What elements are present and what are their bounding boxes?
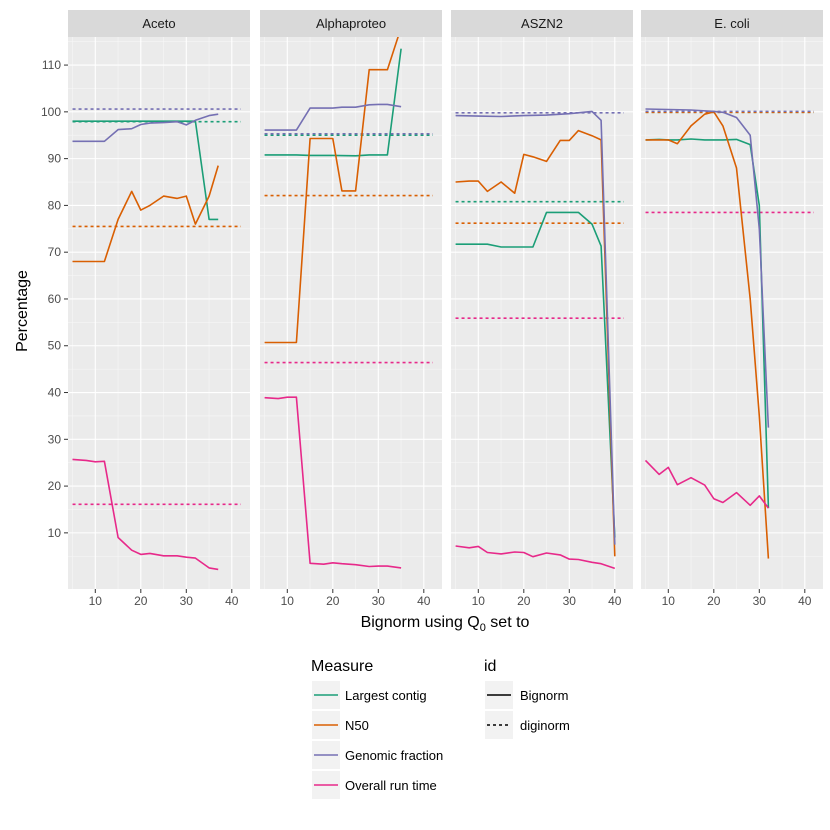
x-tick-label: 30 (753, 594, 767, 608)
facet-strip-label: ASZN2 (521, 16, 563, 31)
bignorm-line (455, 211, 616, 538)
x-tick-label: 20 (134, 594, 148, 608)
x-tick-label: 40 (225, 594, 239, 608)
panel-background (641, 37, 823, 589)
x-tick-label: 20 (517, 594, 531, 608)
y-tick-label: 20 (48, 479, 62, 493)
series-group (72, 108, 241, 571)
panel-background (68, 37, 250, 589)
bignorm-line (645, 108, 770, 428)
y-tick-label: 50 (48, 339, 62, 353)
bignorm-line (72, 113, 219, 143)
bignorm-line (455, 129, 616, 557)
panel-background (451, 37, 633, 589)
legend-id-label: Bignorm (520, 688, 568, 703)
y-tick-label: 80 (48, 198, 62, 212)
facet-strip (641, 10, 823, 37)
x-axis-title-subscript: 0 (480, 622, 486, 634)
y-axis: 10 20 30 40 50 60 70 80 90 100 110 (41, 58, 68, 540)
x-tick-label: 40 (608, 594, 622, 608)
facet-panel: Aceto 10 20 30 40 (68, 10, 250, 608)
facet-panels: Aceto 10 20 30 40 Alphaproteo 10 20 30 40 ASZN2 10 2… (68, 10, 823, 608)
legend-id-title: id (484, 658, 496, 675)
x-axis-title-suffix: set to (486, 614, 530, 631)
y-axis-title: Percentage (14, 270, 31, 352)
bignorm-line (72, 120, 219, 221)
x-tick-label: 20 (707, 594, 721, 608)
x-tick-label: 10 (662, 594, 676, 608)
legend-measure-title: Measure (311, 658, 373, 675)
x-axis-title: Bignorm using Q0 set to (361, 614, 530, 634)
y-tick-label: 110 (42, 58, 61, 72)
facet-strip-label: Aceto (142, 16, 175, 31)
facet-panel: E. coli 10 20 30 40 (641, 10, 823, 608)
x-tick-label: 30 (180, 594, 194, 608)
bignorm-line (264, 48, 402, 157)
y-tick-label: 90 (48, 152, 62, 166)
y-tick-label: 40 (48, 386, 62, 400)
y-tick-label: 60 (48, 292, 62, 306)
y-tick-label: 10 (48, 526, 62, 540)
legend: Measure Largest contig N50 Genomic fraction… (311, 658, 570, 799)
legend-measure-label: Overall run time (345, 778, 437, 793)
x-axis-title-main: Bignorm using Q (361, 614, 480, 631)
facet-panel: ASZN2 10 20 30 40 (451, 10, 633, 608)
facet-strip-label: E. coli (714, 16, 750, 31)
panel-background (260, 37, 442, 589)
bignorm-line (264, 103, 402, 131)
facet-strip-label: Alphaproteo (316, 16, 386, 31)
y-tick-label: 100 (41, 105, 61, 119)
series-group (644, 108, 814, 559)
x-tick-label: 10 (89, 594, 103, 608)
x-tick-label: 40 (798, 594, 812, 608)
facet-strip (451, 10, 633, 37)
series-group (455, 110, 624, 570)
legend-measure-label: N50 (345, 718, 369, 733)
series-group (264, 37, 433, 569)
facet-strip (260, 10, 442, 37)
x-tick-label: 20 (326, 594, 340, 608)
x-tick-label: 40 (417, 594, 431, 608)
facet-panel: Alphaproteo 10 20 30 40 (260, 10, 442, 608)
bignorm-line (644, 459, 770, 509)
x-tick-label: 30 (563, 594, 577, 608)
legend-measure-label: Largest contig (345, 688, 427, 703)
bignorm-line (645, 111, 770, 559)
legend-measure-label: Genomic fraction (345, 748, 443, 763)
y-tick-label: 30 (48, 432, 62, 446)
x-tick-label: 10 (472, 594, 486, 608)
x-tick-label: 10 (281, 594, 295, 608)
bignorm-line (264, 396, 402, 569)
bignorm-line (72, 458, 219, 571)
facet-strip (68, 10, 250, 37)
x-tick-label: 30 (372, 594, 386, 608)
legend-id-label: diginorm (520, 718, 570, 733)
bignorm-line (455, 110, 616, 545)
bignorm-line (264, 37, 399, 344)
bignorm-line (455, 545, 616, 570)
bignorm-line (72, 165, 219, 263)
y-tick-label: 70 (48, 245, 62, 259)
